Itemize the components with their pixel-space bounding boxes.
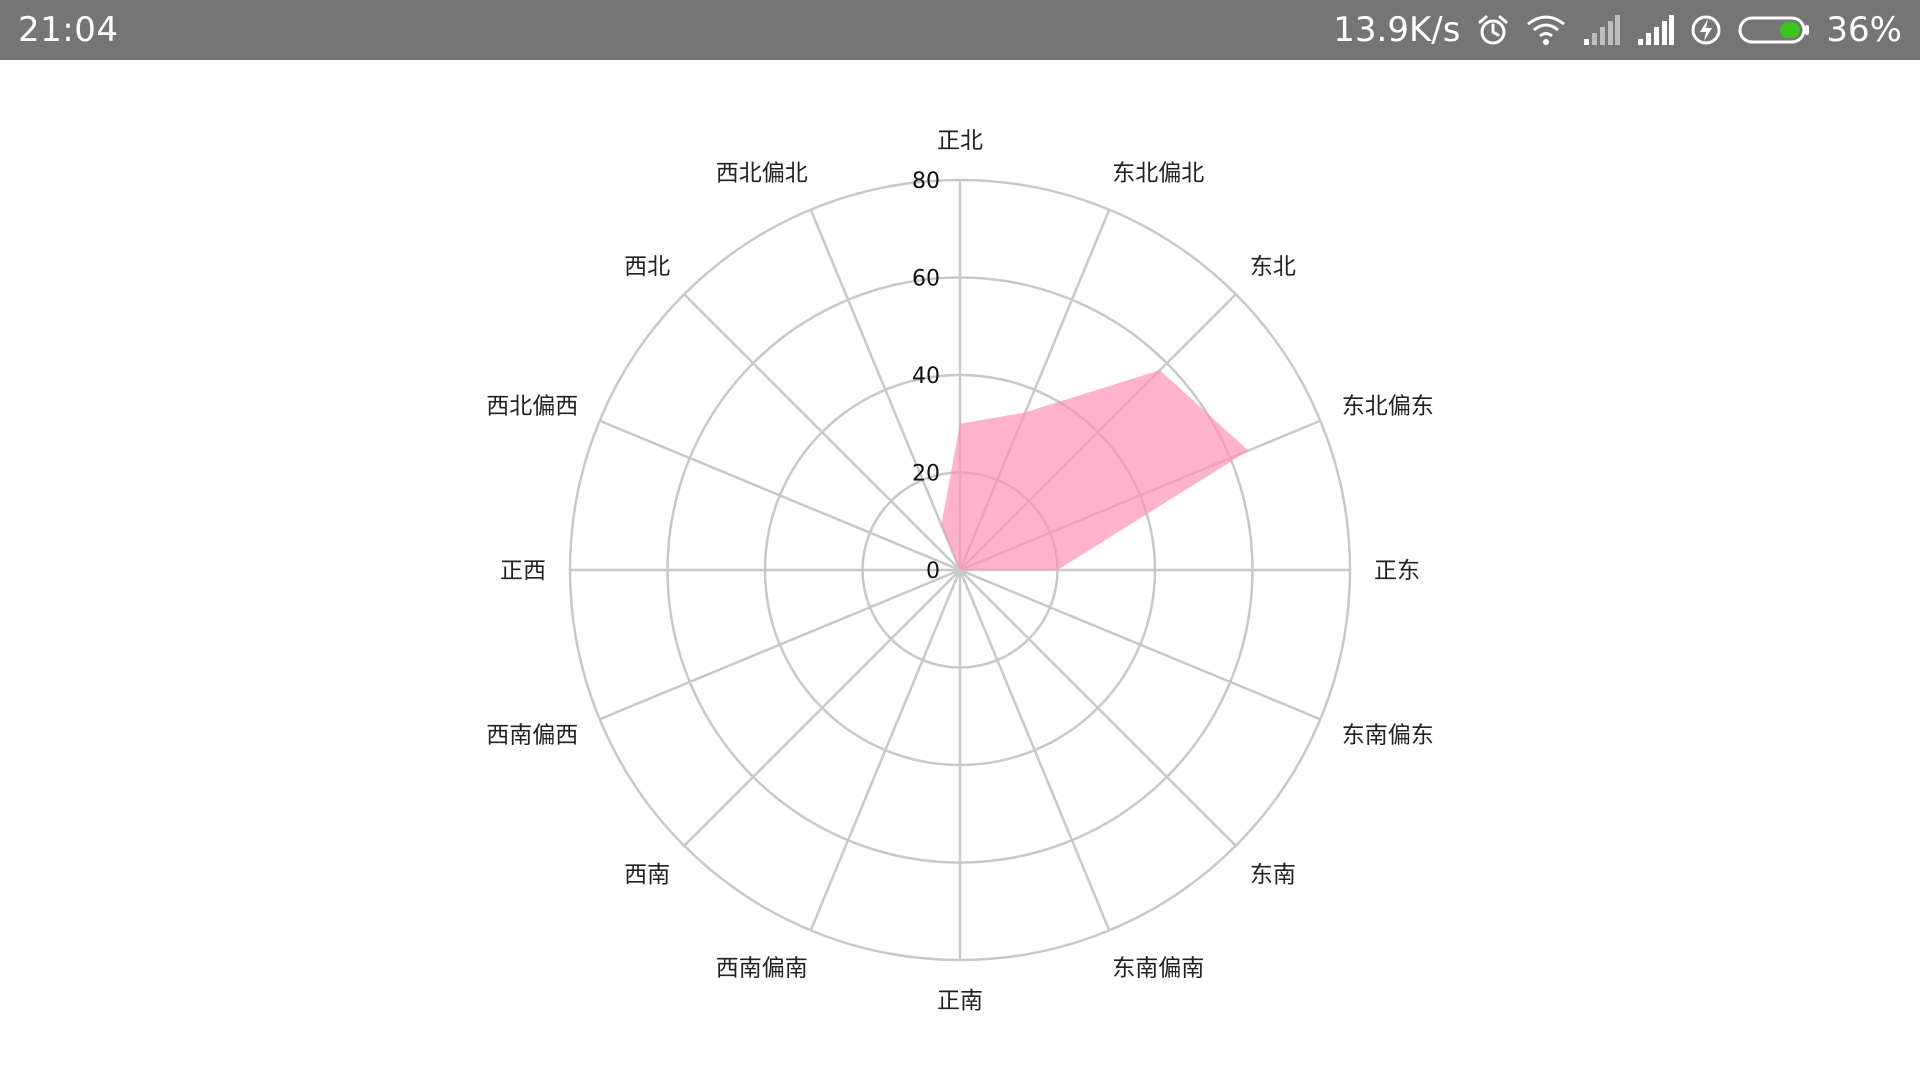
r-tick-label: 0 bbox=[926, 559, 940, 584]
axis-label: 西南 bbox=[624, 862, 670, 888]
axis-label: 东南偏东 bbox=[1342, 723, 1434, 749]
r-tick-label: 80 bbox=[912, 169, 940, 194]
network-speed: 13.9K/s bbox=[1333, 10, 1461, 50]
axis-label: 东北 bbox=[1250, 254, 1296, 280]
axis-label: 西南偏西 bbox=[486, 723, 578, 749]
charging-icon bbox=[1690, 14, 1722, 46]
grid-spoke bbox=[683, 569, 961, 847]
status-icons: 13.9K/s bbox=[1333, 0, 1902, 60]
alarm-icon bbox=[1476, 13, 1510, 47]
status-time: 21:04 bbox=[18, 10, 119, 50]
grid-spoke bbox=[809, 209, 962, 571]
signal-full-icon bbox=[1636, 15, 1675, 45]
grid-spoke bbox=[809, 569, 962, 931]
grid-spoke bbox=[959, 568, 1321, 721]
axis-label: 正西 bbox=[500, 558, 546, 584]
axis-label: 西北偏西 bbox=[486, 393, 578, 419]
axis-label: 正东 bbox=[1374, 558, 1420, 584]
r-tick-label: 40 bbox=[912, 364, 940, 389]
axis-label: 西北 bbox=[624, 254, 670, 280]
wifi-icon bbox=[1526, 14, 1566, 46]
axis-label: 东北偏北 bbox=[1112, 161, 1204, 187]
axis-label: 东南偏南 bbox=[1112, 955, 1204, 981]
grid-spoke bbox=[599, 568, 961, 721]
grid-spoke bbox=[599, 419, 961, 572]
grid-spoke bbox=[958, 569, 1111, 931]
axis-label: 西南偏南 bbox=[716, 955, 808, 981]
axis-label: 东南 bbox=[1250, 862, 1296, 888]
signal-weak-icon bbox=[1582, 15, 1621, 45]
r-tick-label: 60 bbox=[912, 267, 940, 292]
battery-percent: 36% bbox=[1826, 10, 1902, 50]
radar-chart-area: 0 20 40 60 80 正北东北偏北东北东北偏东正东东南偏东东南东南偏南正南 西南偏南… bbox=[0, 60, 1920, 1080]
grid-spoke bbox=[683, 293, 961, 571]
r-tick-label: 20 bbox=[912, 462, 940, 487]
axis-label: 西北偏北 bbox=[716, 161, 808, 187]
battery-icon bbox=[1738, 15, 1810, 45]
axis-label: 正南 bbox=[937, 988, 983, 1014]
axis-label: 东北偏东 bbox=[1342, 393, 1434, 419]
tick-labels: 0 20 40 60 80 bbox=[912, 169, 940, 584]
axis-label: 正北 bbox=[937, 128, 983, 154]
series-layer bbox=[941, 370, 1249, 571]
grid-spoke bbox=[959, 569, 1237, 847]
status-bar: 21:04 13.9K/s bbox=[0, 0, 1920, 60]
series-area bbox=[941, 370, 1249, 570]
